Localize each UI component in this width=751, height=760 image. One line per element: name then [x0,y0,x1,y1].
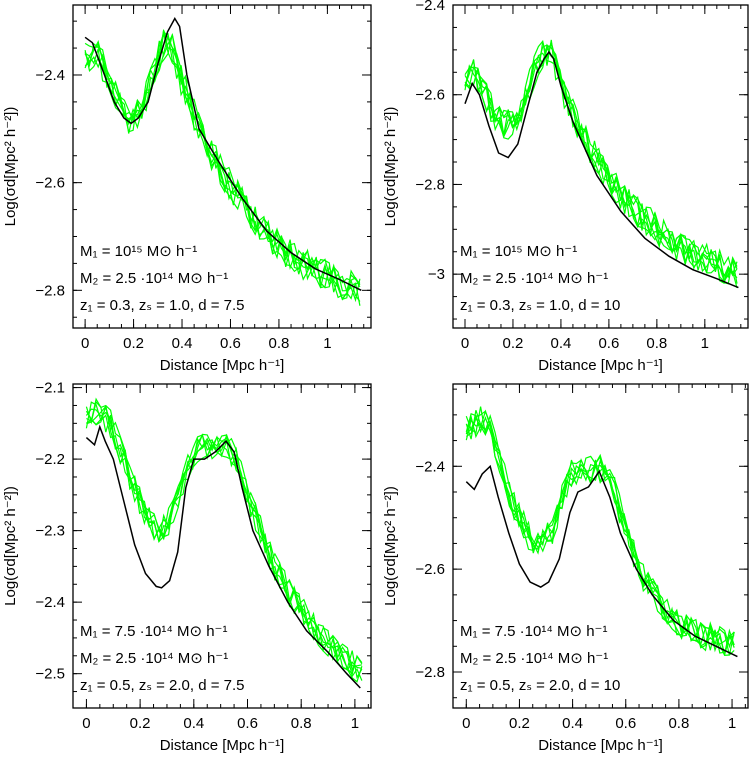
x-axis-label: Distance [Mpc h⁻¹] [160,357,285,374]
annotation-line: M₂ = 2.5 ·10¹⁴ M⊙ h⁻¹ [80,650,228,667]
x-tick-label: 0.2 [503,335,524,352]
x-tick-label: 0.2 [130,715,151,732]
annotation-line: M₂ = 2.5 ·10¹⁴ M⊙ h⁻¹ [460,270,608,287]
model-curve [84,16,362,291]
simulation-curve [85,400,363,676]
y-tick-label: −2.8 [415,664,445,681]
simulation-curve [464,43,738,285]
panel-1: 0 0.2 0.4 0.6 0.8 1 −2.8 −2.6 −2.4 Distance [Mpc … [2,4,372,374]
y-tick-label: −2.3 [35,523,65,540]
y-axis-label: Log(σd[Mpc² h⁻²]) [382,486,399,606]
y-axis-label: Log(σd[Mpc² h⁻²]) [2,107,19,227]
x-tick-label: 0.4 [172,335,193,352]
x-tick-label: 0.2 [509,715,530,732]
annotation-line: M₁ = 7.5 ·10¹⁴ M⊙ h⁻¹ [460,623,607,640]
x-tick-label: 0 [462,715,470,732]
y-tick-label: −2.6 [415,87,445,104]
x-tick-label: 0 [461,335,469,352]
simulation-curve [465,417,735,652]
simulation-curve [84,34,361,303]
x-tick-label: 1 [351,715,359,732]
x-tick-label: 0.4 [562,715,583,732]
axes-frame [72,4,372,329]
x-axis-label: Distance [Mpc h⁻¹] [538,357,663,374]
y-axis-label: Log(σd[Mpc² h⁻²]) [2,486,19,606]
y-tick-label: −2.2 [35,451,65,468]
annotation-line: M₁ = 7.5 ·10¹⁴ M⊙ h⁻¹ [80,623,227,640]
simulation-curve [465,413,735,648]
x-tick-label: 1 [323,335,331,352]
y-axis-label: Log(σd[Mpc² h⁻²]) [382,107,399,227]
y-tick-label: −2.4 [415,0,445,14]
x-tick-label: 0.2 [123,335,144,352]
simulation-curve [464,46,738,279]
simulation-curve [465,410,735,655]
simulation-curve [465,406,735,656]
model-curve [465,464,738,658]
axes-frame [452,4,749,329]
annotation-line: M₂ = 2.5 ·10¹⁴ M⊙ h⁻¹ [80,270,228,287]
y-tick-label: −2.8 [35,282,65,299]
x-tick-label: 0 [81,335,89,352]
x-axis-label: Distance [Mpc h⁻¹] [538,737,663,754]
x-tick-label: 0.8 [646,335,667,352]
panel-4: 0 0.2 0.4 0.6 0.8 1 −2.8 −2.6 −2.4 Distance [Mpc … [382,383,749,754]
x-tick-label: 0.8 [269,335,290,352]
plot-area [464,39,739,289]
y-tick-label: −3 [428,266,445,283]
axes-frame [452,383,749,709]
annotation-line: M₁ = 10¹⁵ M⊙ h⁻¹ [80,243,197,260]
annotation-line: z₁ = 0.3, zₛ = 1.0, d = 7.5 [80,297,245,314]
y-tick-label: −2.1 [35,380,65,397]
x-tick-label: 1 [728,715,736,732]
x-tick-label: 0 [82,715,90,732]
annotation-line: z₁ = 0.5, zₛ = 2.0, d = 10 [460,677,620,694]
annotation-line: z₁ = 0.5, zₛ = 2.0, d = 7.5 [80,677,245,694]
x-tick-label: 0.6 [615,715,636,732]
simulation-curve [465,410,735,654]
model-curve [464,50,739,289]
y-tick-label: −2.4 [415,458,445,475]
y-tick-label: −2.5 [35,666,65,683]
simulation-curve [465,409,735,657]
plot-area [465,406,738,658]
panel-3: 0 0.2 0.4 0.6 0.8 1 −2.5 −2.4 −2.3 −2.2 −2.1 Distan… [2,380,372,754]
y-tick-label: −2.6 [35,175,65,192]
annotation-line: M₁ = 10¹⁵ M⊙ h⁻¹ [460,243,577,260]
y-tick-label: −2.8 [415,176,445,193]
x-tick-label: 0.8 [668,715,689,732]
y-tick-label: −2.4 [35,67,65,84]
axes-frame [72,383,372,709]
x-tick-label: 0.6 [220,335,241,352]
x-tick-label: 1 [701,335,709,352]
x-axis-label: Distance [Mpc h⁻¹] [160,737,285,754]
x-tick-label: 0.6 [598,335,619,352]
x-tick-label: 0.8 [291,715,312,732]
model-curve [85,424,361,689]
panel-2: 0 0.2 0.4 0.6 0.8 1 −3 −2.8 −2.6 −2.4 Distance [Mp… [382,0,749,374]
x-tick-label: 0.6 [237,715,258,732]
x-tick-label: 0.4 [183,715,204,732]
y-tick-label: −2.4 [35,594,65,611]
annotation-line: M₂ = 2.5 ·10¹⁴ M⊙ h⁻¹ [460,650,608,667]
annotation-line: z₁ = 0.3, zₛ = 1.0, d = 10 [460,297,620,314]
y-tick-label: −2.6 [415,561,445,578]
x-tick-label: 0.4 [550,335,571,352]
plot-area [84,16,362,306]
plot-area [85,397,363,689]
